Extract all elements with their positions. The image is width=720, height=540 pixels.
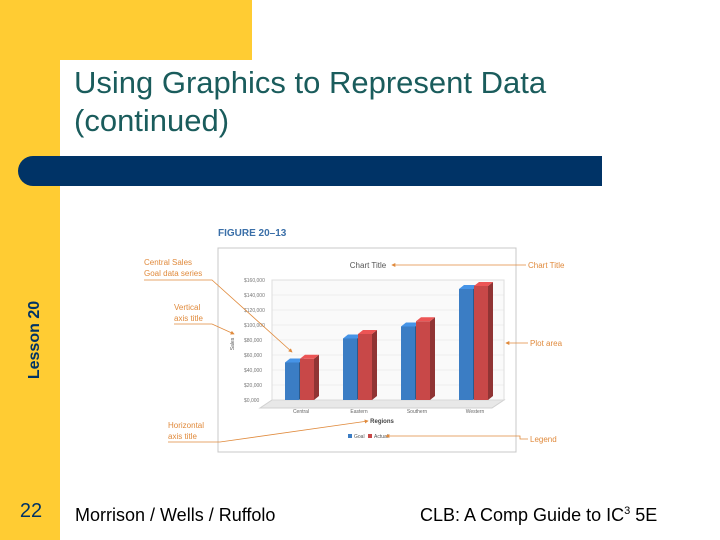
bar-goal-western <box>459 289 473 400</box>
title-line-2: (continued) <box>74 103 230 138</box>
x-category-label: Central <box>293 409 309 415</box>
callout-chart-title: Chart Title <box>528 261 565 270</box>
figure-svg: FIGURE 20–13 Chart Title $0,000 $20,000 $4… <box>144 228 565 453</box>
legend: Goal Actual <box>348 434 388 440</box>
x-category-label: Eastern <box>350 409 367 415</box>
bar-goal-central-top <box>285 358 304 363</box>
x-category-labels: Central Eastern Southern Western <box>293 409 485 415</box>
callout-line-series <box>144 279 293 353</box>
bar-actual-southern-side <box>430 317 435 400</box>
legend-swatch-actual <box>368 434 372 438</box>
bar-goal-southern-top <box>401 322 420 327</box>
slide-title: Using Graphics to Represent Data (contin… <box>74 64 694 140</box>
figure-20-13: FIGURE 20–13 Chart Title $0,000 $20,000 $4… <box>140 222 580 454</box>
left-accent-bar <box>0 0 60 540</box>
y-tick-labels: $0,000 $20,000 $40,000 $60,000 $80,000 $100,0… <box>244 278 265 404</box>
bar-goal-eastern-top <box>343 334 362 339</box>
callout-haxis-2: axis title <box>168 432 197 441</box>
bars <box>285 282 493 400</box>
y-tick-label: $100,000 <box>244 323 265 329</box>
title-line-1: Using Graphics to Represent Data <box>74 65 547 100</box>
bar-goal-central <box>285 362 299 400</box>
bar-actual-central-top <box>300 354 319 359</box>
x-category-label: Southern <box>407 409 428 415</box>
bar-actual-western <box>474 286 488 400</box>
y-axis-title: Sales <box>230 337 236 350</box>
y-tick-label: $120,000 <box>244 308 265 314</box>
bar-actual-eastern-side <box>372 330 377 400</box>
title-underline-bar <box>18 156 602 186</box>
bar-goal-eastern <box>343 338 357 400</box>
book-prefix: CLB: A Comp Guide to IC <box>420 505 625 525</box>
y-tick-label: $80,000 <box>244 338 262 344</box>
bar-actual-western-side <box>488 282 493 400</box>
legend-swatch-goal <box>348 434 352 438</box>
x-category-label: Western <box>466 409 485 415</box>
y-tick-label: $40,000 <box>244 368 262 374</box>
plot-floor <box>258 399 506 409</box>
bar-actual-southern <box>416 321 430 400</box>
y-tick-label: $0,000 <box>244 398 260 404</box>
callout-plot-area: Plot area <box>530 339 563 348</box>
bar-actual-western-top <box>474 282 493 286</box>
chart-title: Chart Title <box>350 261 387 270</box>
footer-authors: Morrison / Wells / Ruffolo <box>75 505 276 525</box>
y-tick-label: $60,000 <box>244 353 262 359</box>
callout-line-legend <box>385 434 528 440</box>
bar-actual-eastern-top <box>358 330 377 334</box>
page-number: 22 <box>19 500 43 522</box>
callout-vaxis-1: Vertical <box>174 303 200 312</box>
y-tick-label: $140,000 <box>244 293 265 299</box>
footer-book-title: CLB: A Comp Guide to IC3 5E <box>420 505 657 526</box>
book-suffix: 5E <box>630 505 658 525</box>
bar-goal-western-top <box>459 285 478 289</box>
callout-series-1: Central Sales <box>144 258 192 267</box>
x-axis-title: Regions <box>370 419 394 425</box>
bar-actual-southern-top <box>416 317 435 322</box>
corner-curve <box>60 60 140 140</box>
book-superscript: 3 <box>624 505 631 517</box>
y-tick-label: $20,000 <box>244 383 262 389</box>
top-accent-block <box>0 0 252 60</box>
bar-actual-eastern <box>358 334 372 400</box>
bar-goal-southern <box>401 326 415 400</box>
bar-actual-central-side <box>314 354 319 400</box>
callout-series-2: Goal data series <box>144 269 202 278</box>
y-tick-label: $160,000 <box>244 278 265 284</box>
callout-legend: Legend <box>530 435 557 444</box>
bar-actual-central <box>300 358 314 400</box>
callout-line-haxis <box>168 419 369 443</box>
callout-line-vaxis <box>174 323 235 335</box>
lesson-label: Lesson 20 <box>26 300 43 380</box>
legend-actual: Actual <box>374 434 388 440</box>
legend-goal: Goal <box>354 434 365 440</box>
callout-vaxis-2: axis title <box>174 314 203 323</box>
callout-haxis-1: Horizontal <box>168 421 204 430</box>
figure-label: FIGURE 20–13 <box>218 228 287 239</box>
